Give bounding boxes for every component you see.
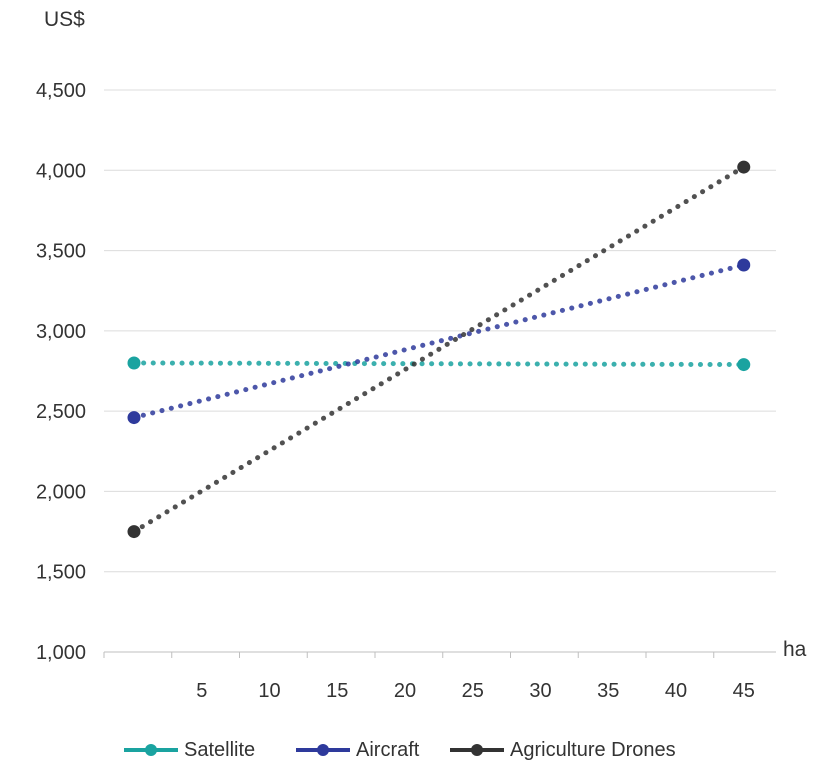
legend-swatch bbox=[296, 736, 350, 764]
data-point bbox=[737, 358, 751, 372]
series-line bbox=[131, 360, 747, 368]
y-tick-label: 3,000 bbox=[36, 321, 86, 343]
legend-label: Satellite bbox=[184, 738, 256, 761]
x-tick-label: 45 bbox=[733, 680, 755, 702]
legend: Satellite Aircraft Agriculture Drones bbox=[0, 736, 820, 764]
y-tick-label: 4,000 bbox=[36, 160, 86, 182]
data-point bbox=[127, 525, 141, 539]
legend-swatch bbox=[450, 736, 504, 764]
x-tick-label: 35 bbox=[597, 680, 619, 702]
legend-item: Satellite bbox=[124, 736, 255, 764]
x-tick-label: 40 bbox=[665, 680, 687, 702]
x-tick-label: 20 bbox=[394, 680, 416, 702]
x-tick-label: 25 bbox=[462, 680, 484, 702]
legend-label: Agriculture Drones bbox=[510, 738, 676, 761]
x-tick-label: 10 bbox=[258, 680, 280, 702]
y-axis-label: US$ bbox=[44, 8, 85, 31]
y-tick-label: 3,500 bbox=[36, 241, 86, 263]
y-tick-label: 1,000 bbox=[36, 642, 86, 664]
x-tick-label: 15 bbox=[326, 680, 348, 702]
line-chart: 1,000 1,500 2,000 2,500 3,000 3,500 4,000 4,500… bbox=[36, 80, 776, 702]
series-line bbox=[131, 164, 747, 535]
y-tick-label: 2,500 bbox=[36, 401, 86, 423]
data-point bbox=[127, 411, 141, 425]
legend-label: Aircraft bbox=[356, 738, 420, 761]
x-tick-label: 5 bbox=[196, 680, 207, 702]
series-line bbox=[131, 262, 747, 421]
x-axis-unit: ha bbox=[783, 638, 807, 661]
y-tick-label: 4,500 bbox=[36, 80, 86, 102]
y-tick-label: 2,000 bbox=[36, 481, 86, 503]
legend-item: Agriculture Drones bbox=[450, 736, 676, 764]
legend-swatch bbox=[124, 736, 178, 764]
data-point bbox=[127, 356, 141, 370]
x-tick-label: 30 bbox=[529, 680, 551, 702]
data-point bbox=[737, 258, 751, 272]
y-tick-label: 1,500 bbox=[36, 562, 86, 584]
legend-item: Aircraft bbox=[296, 736, 419, 764]
data-point bbox=[737, 160, 751, 174]
